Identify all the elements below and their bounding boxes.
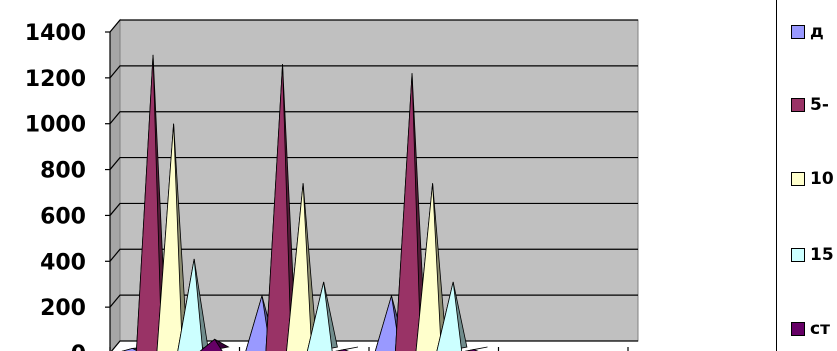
legend-item-1: д [791, 21, 824, 43]
peak-face [306, 281, 333, 351]
legend-swatch [791, 248, 805, 262]
legend-swatch [791, 98, 805, 112]
plot-walls [109, 18, 639, 351]
gridline [109, 65, 638, 79]
y-tick-label: 1000 [25, 113, 86, 138]
peak-face [245, 295, 271, 351]
gridline [109, 156, 638, 170]
legend-item-5: ст [791, 318, 830, 340]
legend-label: ст [810, 319, 830, 339]
legend-swatch [791, 25, 805, 39]
y-tick-label: 1200 [25, 67, 86, 92]
legend-label: д [810, 22, 824, 42]
series-marks [121, 54, 488, 351]
peak-face [415, 183, 442, 351]
peak-3-category-2 [286, 183, 318, 351]
peak-4-category-3 [436, 281, 468, 351]
peak-face [265, 64, 292, 351]
peak-2-category-3 [395, 73, 427, 351]
gridline [109, 294, 638, 308]
peak-3-category-3 [415, 183, 447, 351]
peak-2-category-1 [136, 54, 168, 351]
back-wall [119, 19, 639, 342]
peak-face [177, 258, 204, 351]
peak-2-category-2 [265, 64, 297, 351]
y-tick-label: 600 [40, 204, 86, 229]
legend-swatch [791, 172, 805, 186]
y-axis-tick-labels: 0 200 400 600 800 1000 1200 1400 [25, 21, 110, 351]
legend-item-3: 10 [791, 168, 834, 190]
y-tick-label: 1400 [25, 21, 86, 46]
legend-label: 10 [810, 169, 834, 189]
legend-swatch [791, 322, 805, 336]
gridlines [109, 19, 638, 351]
gridline [109, 111, 638, 125]
y-tick-label: 400 [40, 250, 86, 275]
peak-face [136, 54, 163, 351]
gridline [109, 19, 638, 33]
legend-label: 15 [810, 245, 834, 265]
peak-face [286, 183, 313, 351]
y-tick-label: 0 [71, 342, 86, 351]
legend-label: 5- [810, 95, 829, 115]
gridline [109, 248, 638, 262]
y-tick-label: 800 [40, 159, 86, 184]
peak-face [374, 295, 401, 351]
peak-4-category-2 [306, 281, 338, 351]
legend-item-4: 15 [791, 244, 834, 266]
gridline [109, 202, 638, 216]
peak-face [395, 73, 422, 351]
peak-face [156, 123, 183, 351]
peak-face [199, 338, 223, 351]
peak-5-category-1 [199, 338, 230, 351]
legend-item-2: 5- [791, 94, 829, 116]
y-tick-label: 200 [40, 296, 86, 321]
x-axis [109, 32, 629, 351]
peak-3-category-1 [156, 123, 188, 351]
legend: д 5- 10 15 ст [776, 0, 837, 351]
peak-face [436, 281, 463, 351]
peak-4-category-1 [177, 258, 209, 351]
